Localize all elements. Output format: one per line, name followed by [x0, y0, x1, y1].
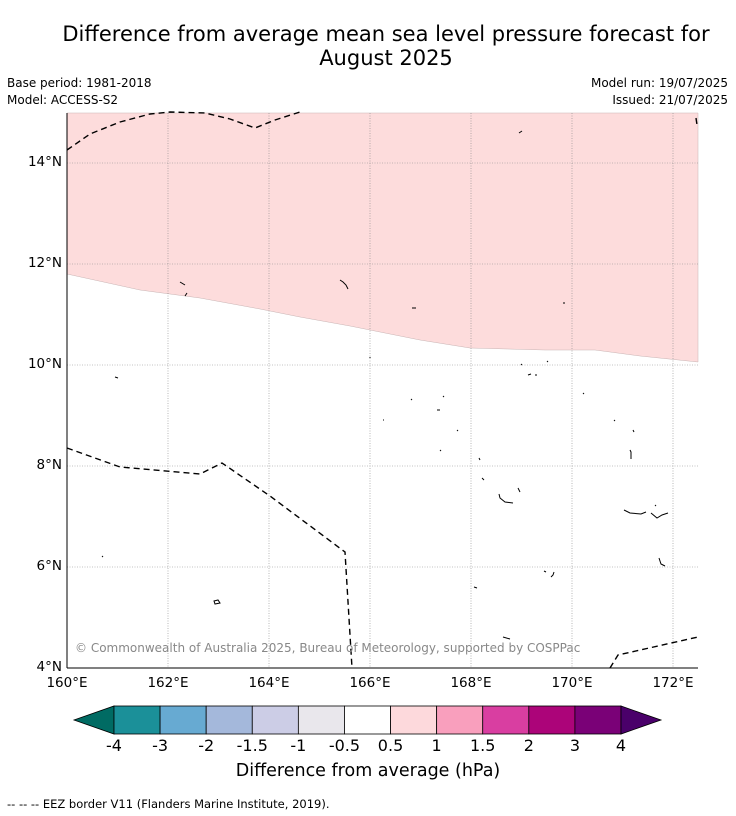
- islands: [101, 130, 669, 640]
- axis-frame: [66, 113, 698, 669]
- copyright-notice: © Commonwealth of Australia 2025, Bureau…: [75, 641, 581, 655]
- gridlines: [67, 113, 698, 668]
- title-line-2: August 2025: [319, 46, 453, 70]
- colorbar-tick: -0.5: [328, 736, 361, 755]
- lon-label-162e: 162°E: [147, 675, 189, 691]
- colorbar-tick: 2: [523, 736, 534, 755]
- colorbar-extend-high: [620, 705, 663, 735]
- colorbar-label: Difference from average (hPa): [235, 761, 501, 781]
- eez-borders: [66, 111, 699, 669]
- lat-label-14n: 14°N: [27, 154, 62, 170]
- colorbar-box: [297, 705, 345, 735]
- colorbar-box: [344, 705, 391, 735]
- colorbar-tick: -3: [152, 736, 169, 755]
- colorbar-tick: 0.5: [377, 736, 404, 755]
- lon-label-160e: 160°E: [46, 675, 88, 691]
- colorbar-extend-low: [72, 705, 115, 735]
- lat-label-10n: 10°N: [27, 356, 62, 372]
- issued-date: Issued: 21/07/2025: [612, 93, 728, 107]
- colorbar-tick: -1: [290, 736, 307, 755]
- colorbar-tick: -1.5: [236, 736, 268, 755]
- colorbar-box: [205, 705, 253, 735]
- lon-label-166e: 166°E: [349, 675, 391, 691]
- lat-label-4n: 4°N: [36, 659, 62, 675]
- title-line-1: Difference from average mean sea level p…: [62, 22, 710, 46]
- lon-label-172e: 172°E: [652, 675, 694, 691]
- lon-label-164e: 164°E: [248, 675, 290, 691]
- model-name: Model: ACCESS-S2: [7, 93, 119, 107]
- colorbar-box: [436, 705, 484, 735]
- colorbar-box: [251, 705, 299, 735]
- colorbar-tick: 1: [431, 736, 442, 755]
- colorbar: [72, 705, 663, 735]
- colorbar-tick: 4: [615, 736, 627, 755]
- eez-legend: -- -- -- EEZ border V11 (Flanders Marine…: [7, 797, 330, 811]
- model-run: Model run: 19/07/2025: [590, 76, 728, 90]
- lat-label-12n: 12°N: [27, 255, 62, 271]
- chart-title: Difference from average mean sea level p…: [30, 22, 736, 70]
- colorbar-tick: 3: [569, 736, 580, 755]
- colorbar-box: [574, 705, 622, 735]
- colorbar-box: [528, 705, 576, 735]
- colorbar-box: [482, 705, 530, 735]
- colorbar-tick: 1.5: [469, 736, 496, 755]
- base-period: Base period: 1981-2018: [7, 76, 152, 90]
- colorbar-box: [113, 705, 161, 735]
- positive-anomaly-region: [66, 112, 699, 363]
- colorbar-tick: -2: [198, 736, 215, 755]
- lat-label-6n: 6°N: [36, 558, 62, 574]
- colorbar-box: [390, 705, 438, 735]
- colorbar-tick: -4: [106, 736, 122, 755]
- lon-label-170e: 170°E: [551, 675, 593, 691]
- lon-label-168e: 168°E: [450, 675, 492, 691]
- colorbar-box: [159, 705, 207, 735]
- lat-label-8n: 8°N: [36, 457, 62, 473]
